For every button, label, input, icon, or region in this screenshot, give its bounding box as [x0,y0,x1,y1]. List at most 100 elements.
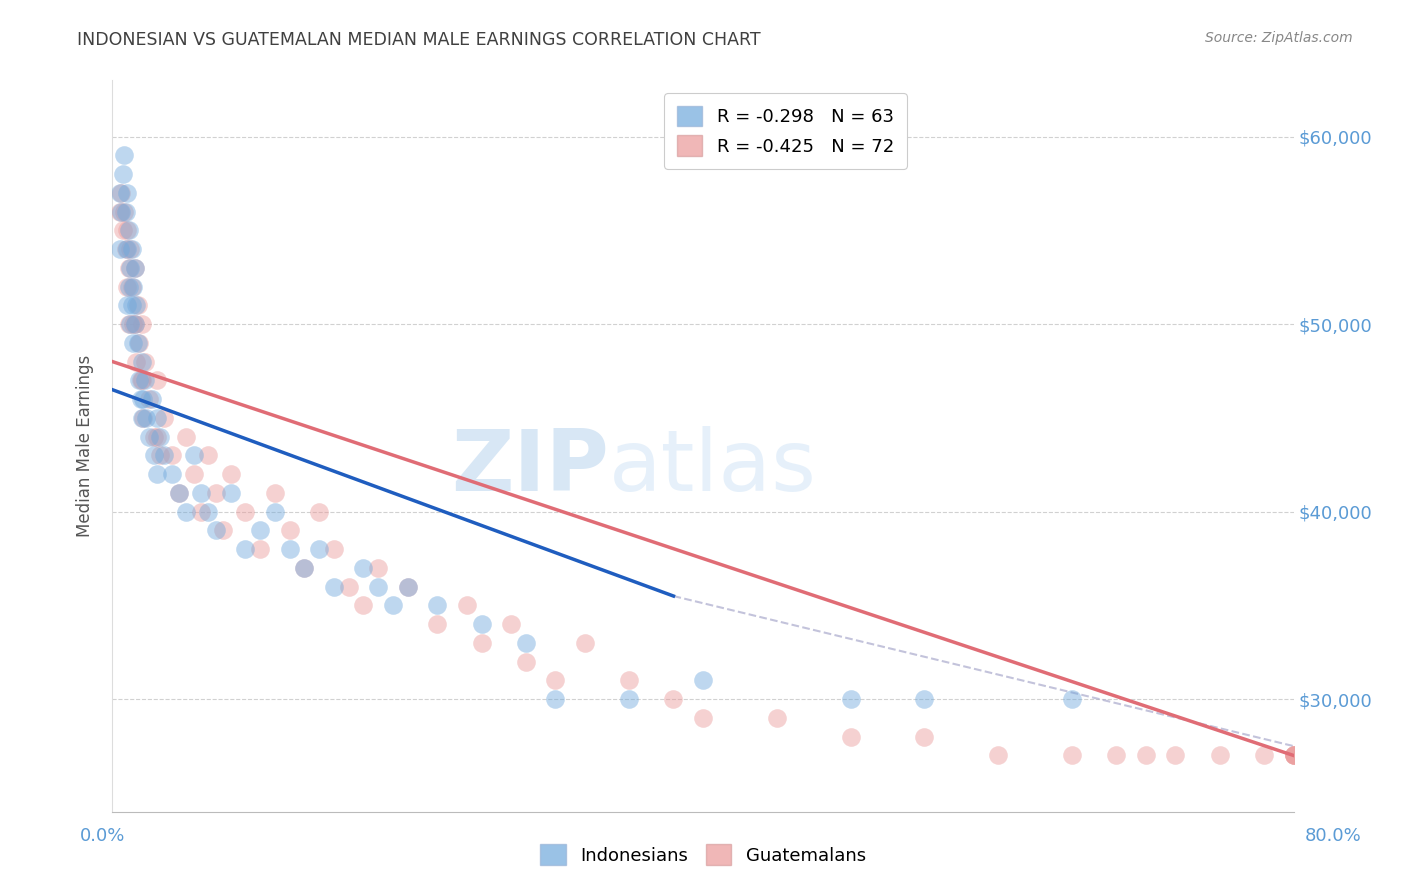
Point [134,373,156,387]
Point [131,317,153,331]
Point [129,373,152,387]
Point [470,617,494,632]
Point [135,410,157,425]
Point [127,335,149,350]
Point [515,636,537,650]
Point [249,524,271,538]
Point [121,279,143,293]
Point [167,486,190,500]
Point [619,692,641,706]
Point [146,429,169,443]
Point [619,673,641,688]
Point [367,580,389,594]
Point [292,561,315,575]
Point [352,599,374,613]
Point [120,260,142,275]
Point [470,636,494,650]
Text: INDONESIAN VS GUATEMALAN MEDIAN MALE EARNINGS CORRELATION CHART: INDONESIAN VS GUATEMALAN MEDIAN MALE EAR… [77,31,761,49]
Point [197,505,219,519]
Point [544,692,567,706]
Point [308,542,330,557]
Point [112,204,135,219]
Point [205,486,228,500]
Point [174,429,197,443]
Point [114,204,136,219]
Point [117,186,138,200]
Point [160,449,183,463]
Point [190,505,212,519]
Point [114,242,136,256]
Point [142,449,165,463]
Point [1253,748,1275,763]
Legend: Indonesians, Guatemalans: Indonesians, Guatemalans [533,837,873,872]
Point [127,298,149,312]
Point [111,167,134,181]
Point [662,692,685,706]
Point [839,730,862,744]
Point [426,599,449,613]
Text: Source: ZipAtlas.com: Source: ZipAtlas.com [1205,31,1353,45]
Point [174,505,197,519]
Point [574,636,596,650]
Point [124,260,146,275]
Point [183,467,205,482]
Point [118,223,141,237]
Point [117,279,138,293]
Point [396,580,419,594]
Point [131,354,153,368]
Point [146,373,169,387]
Point [121,242,143,256]
Point [692,673,714,688]
Point [544,673,567,688]
Point [141,392,163,406]
Point [197,449,219,463]
Point [124,317,146,331]
Point [134,354,156,368]
Point [120,242,142,256]
Point [352,561,374,575]
Point [278,524,301,538]
Point [212,524,235,538]
Point [1208,748,1232,763]
Point [190,486,212,500]
Legend: R = -0.298   N = 63, R = -0.425   N = 72: R = -0.298 N = 63, R = -0.425 N = 72 [664,93,907,169]
Point [149,429,172,443]
Point [914,692,936,706]
Point [456,599,478,613]
Point [138,392,160,406]
Point [426,617,449,632]
Point [501,617,523,632]
Point [183,449,205,463]
Point [118,279,141,293]
Point [323,542,346,557]
Point [160,467,183,482]
Point [112,148,135,162]
Point [132,410,155,425]
Point [108,186,131,200]
Text: atlas: atlas [609,426,817,509]
Point [124,260,146,275]
Text: 80.0%: 80.0% [1305,827,1361,845]
Point [264,486,287,500]
Point [132,392,155,406]
Point [117,242,138,256]
Point [987,748,1010,763]
Point [110,204,132,219]
Point [149,449,172,463]
Text: 0.0%: 0.0% [80,827,125,845]
Point [122,335,145,350]
Point [1135,748,1157,763]
Point [118,260,141,275]
Point [1282,748,1305,763]
Point [292,561,315,575]
Y-axis label: Median Male Earnings: Median Male Earnings [76,355,94,537]
Point [1062,748,1084,763]
Point [146,467,169,482]
Point [367,561,389,575]
Point [914,730,936,744]
Point [337,580,360,594]
Point [167,486,190,500]
Point [1062,692,1084,706]
Point [125,354,148,368]
Point [308,505,330,519]
